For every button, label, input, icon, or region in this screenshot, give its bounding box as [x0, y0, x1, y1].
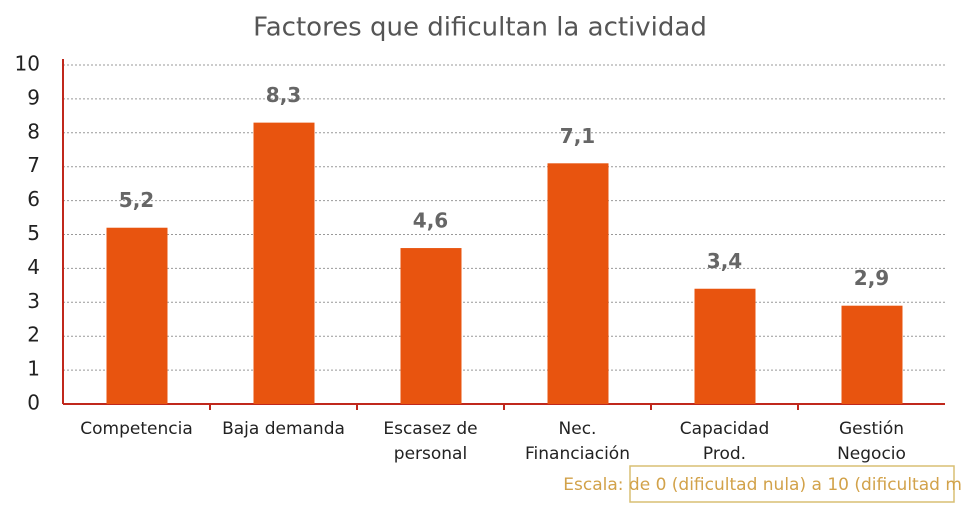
value-label: 2,9 — [854, 266, 889, 290]
y-tick-label: 2 — [27, 323, 40, 347]
y-tick-label: 6 — [27, 187, 40, 211]
value-label: 3,4 — [707, 249, 742, 273]
y-tick-label: 3 — [27, 289, 40, 313]
x-tick-label: Capacidad Prod. — [680, 419, 770, 464]
bar — [253, 122, 315, 404]
value-label: 4,6 — [413, 209, 448, 233]
y-tick-label: 1 — [27, 357, 40, 381]
y-tick-label: 8 — [27, 119, 40, 143]
x-tick-label: Baja demanda — [222, 419, 345, 439]
y-tick-label: 7 — [27, 153, 40, 177]
y-tick-label: 9 — [27, 85, 40, 109]
chart-title: Factores que dificultan la actividad — [253, 13, 707, 43]
note-box — [629, 465, 955, 503]
value-label: 8,3 — [266, 83, 301, 107]
x-tick-label: Escasez de personal — [383, 419, 477, 464]
y-tick-label: 10 — [15, 52, 40, 76]
bar — [400, 248, 462, 404]
bar — [547, 163, 609, 404]
bar — [694, 288, 756, 404]
bar — [106, 227, 168, 404]
y-tick-label: 5 — [27, 221, 40, 245]
note: Escala: de 0 (dificultad nula) a 10 (dif… — [563, 475, 961, 495]
y-tick-label: 4 — [27, 255, 40, 279]
value-label: 7,1 — [560, 124, 595, 148]
x-tick-label: Nec. Financiación — [525, 419, 630, 464]
x-tick-label: Competencia — [80, 419, 192, 439]
y-tick-label: 0 — [27, 391, 40, 415]
bar — [841, 305, 903, 404]
value-label: 5,2 — [119, 188, 154, 212]
x-tick-label: Gestión Negocio — [837, 419, 906, 464]
